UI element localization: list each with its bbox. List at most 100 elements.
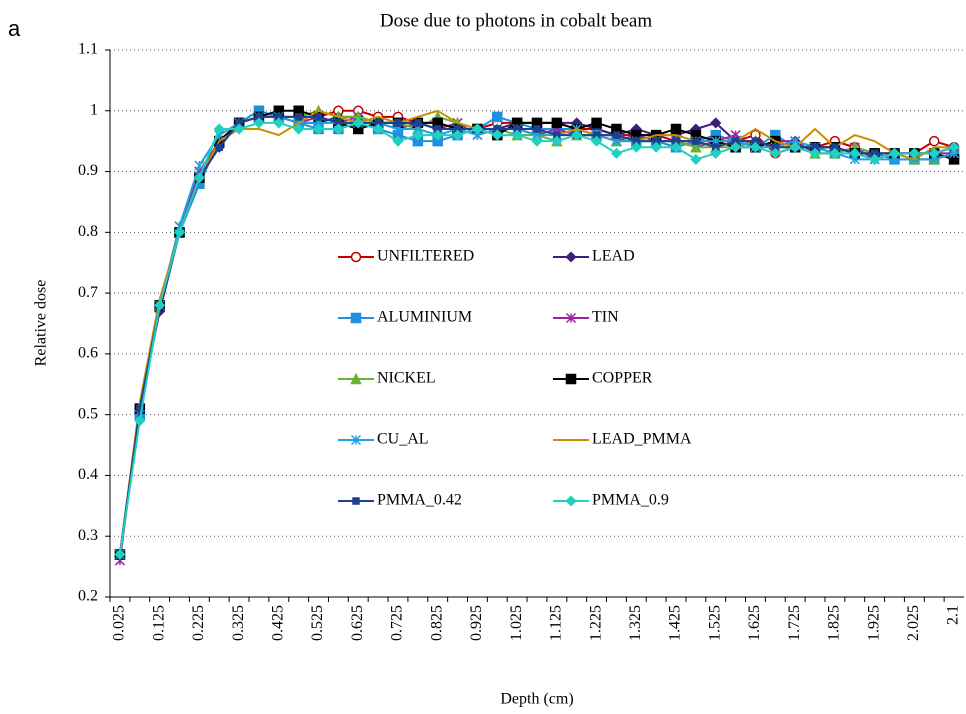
marker [908,147,920,159]
marker [591,135,603,147]
x-tick-label: 1.625 [746,605,763,641]
marker [372,123,384,135]
x-tick-label: 0.425 [269,605,286,641]
y-axis-title: Relative dose [33,280,50,367]
marker [493,125,502,133]
marker [293,105,304,117]
marker [690,153,702,165]
marker [612,131,621,139]
marker [233,123,245,135]
marker [275,113,283,121]
x-tick-label: 0.025 [111,605,128,641]
marker [394,119,402,127]
marker [610,147,623,159]
marker [650,141,662,153]
marker [670,141,682,153]
marker [533,125,541,133]
marker [453,125,462,133]
x-tick-label: 1.425 [667,605,684,641]
marker [670,123,682,135]
y-tick-label: 0.7 [78,284,98,301]
marker [451,129,464,141]
marker [553,131,561,139]
marker [571,129,583,141]
x-tick-label: 0.225 [190,605,207,641]
marker [352,117,364,129]
marker [235,119,243,127]
legend-label: PMMA_0.9 [592,492,669,509]
marker [690,129,702,141]
x-tick-label: 0.725 [389,605,406,641]
x-tick-label: 0.925 [468,605,485,641]
legend-marker [350,251,362,263]
marker [414,119,422,127]
series [114,117,960,561]
legend-marker [565,251,577,263]
marker [511,117,523,129]
legend-marker [565,312,577,324]
marker [293,123,305,135]
y-tick-label: 0.5 [78,405,98,422]
panel-label: a [8,16,21,41]
marker [273,117,285,129]
x-tick-label: 0.625 [349,605,366,641]
marker [592,131,601,139]
legend-label: NICKEL [377,370,436,387]
marker [690,141,702,153]
marker [531,135,543,147]
marker [692,137,700,145]
y-tick-label: 0.2 [78,588,98,605]
marker [253,117,265,129]
marker [730,141,742,153]
marker [749,141,762,153]
marker [294,113,303,121]
marker [173,226,186,238]
legend-label: LEAD [592,248,635,265]
marker [213,123,225,135]
marker [710,117,722,129]
marker [114,548,126,561]
marker [215,143,223,151]
marker [849,147,861,159]
marker [392,135,404,147]
marker [591,117,602,129]
marker [731,137,740,145]
legend-marker [565,373,577,385]
marker [531,117,543,129]
legend-label: PMMA_0.42 [377,492,462,509]
marker [829,147,841,159]
marker [831,143,839,151]
x-tick-label: 1.325 [627,605,644,641]
x-tick-label: 1.825 [826,605,843,641]
x-tick-label: 1.225 [587,605,604,641]
marker [312,123,325,135]
marker [334,119,343,127]
x-tick-label: 1.125 [548,605,565,641]
marker [255,113,263,121]
x-tick-label: 1.925 [865,605,882,641]
marker [928,135,940,147]
legend-label: UNFILTERED [377,248,474,265]
legend-label: COPPER [592,370,653,387]
marker [771,143,780,151]
marker [511,129,523,141]
marker [332,123,344,135]
legend-marker [350,434,362,446]
marker [711,143,720,151]
marker [809,147,821,159]
marker [513,125,521,133]
y-tick-label: 1.1 [78,41,98,58]
marker [432,129,444,141]
marker [551,117,563,129]
x-tick-label: 0.525 [309,605,326,641]
marker [948,141,960,153]
marker [154,299,166,311]
marker [769,147,781,159]
y-tick-label: 1 [90,101,98,118]
marker [611,123,622,135]
x-axis-title: Depth (cm) [500,691,573,708]
marker [273,105,285,117]
x-tick-label: 1.525 [706,605,723,641]
